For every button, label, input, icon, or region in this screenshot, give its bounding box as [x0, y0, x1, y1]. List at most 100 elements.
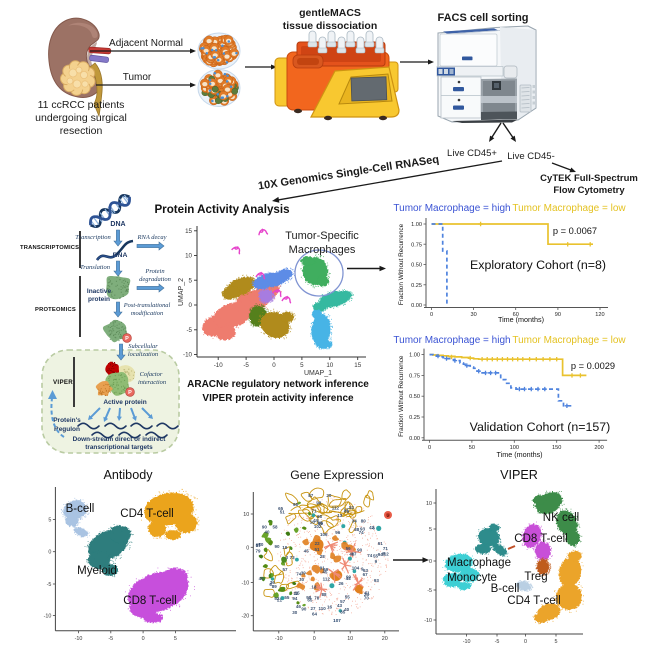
- svg-text:FACS cell sorting: FACS cell sorting: [437, 12, 528, 24]
- svg-text:CD8 T-cell: CD8 T-cell: [123, 595, 176, 607]
- svg-text:TRANSCRIPTOMICS: TRANSCRIPTOMICS: [20, 245, 79, 251]
- svg-text:27: 27: [310, 606, 316, 611]
- svg-text:9: 9: [383, 551, 386, 556]
- svg-text:3: 3: [285, 555, 288, 560]
- svg-text:55: 55: [373, 554, 379, 559]
- svg-text:0: 0: [142, 636, 145, 642]
- svg-text:45: 45: [304, 548, 310, 553]
- svg-text:transcriptional targets: transcriptional targets: [85, 444, 153, 451]
- svg-text:resection: resection: [60, 125, 103, 137]
- svg-text:0.00: 0.00: [409, 436, 420, 442]
- svg-text:-10: -10: [424, 618, 432, 624]
- svg-text:51: 51: [280, 509, 286, 514]
- svg-text:Monocyte: Monocyte: [447, 572, 497, 584]
- svg-text:0: 0: [246, 545, 249, 551]
- svg-text:24: 24: [364, 592, 370, 597]
- svg-text:73: 73: [290, 555, 296, 560]
- svg-text:Cofactor: Cofactor: [140, 371, 163, 378]
- svg-text:Gene Expression: Gene Expression: [290, 468, 384, 482]
- svg-text:16: 16: [310, 519, 316, 524]
- svg-text:79: 79: [344, 509, 350, 514]
- svg-text:30: 30: [299, 577, 305, 582]
- svg-text:2: 2: [387, 514, 389, 518]
- svg-text:Protein's: Protein's: [53, 417, 81, 424]
- svg-text:Macrophages: Macrophages: [289, 244, 356, 256]
- svg-text:65: 65: [278, 506, 284, 511]
- svg-text:15: 15: [185, 228, 192, 235]
- svg-text:9: 9: [361, 567, 364, 572]
- svg-text:Treg: Treg: [524, 571, 547, 583]
- svg-text:63: 63: [363, 568, 369, 573]
- svg-text:94: 94: [378, 552, 384, 557]
- svg-text:UMAP_2: UMAP_2: [178, 278, 185, 306]
- svg-text:112: 112: [332, 505, 340, 510]
- svg-text:30: 30: [471, 312, 477, 318]
- svg-text:modification: modification: [131, 310, 163, 317]
- svg-text:Post-translational: Post-translational: [123, 302, 171, 309]
- svg-text:120: 120: [595, 312, 604, 318]
- svg-text:74: 74: [367, 553, 373, 558]
- svg-text:90: 90: [555, 312, 561, 318]
- svg-text:40: 40: [264, 530, 270, 535]
- svg-text:CD8 T-cell: CD8 T-cell: [514, 533, 567, 545]
- svg-text:-20: -20: [242, 614, 250, 620]
- svg-text:89: 89: [272, 584, 278, 589]
- svg-text:5: 5: [429, 527, 432, 533]
- svg-text:93: 93: [374, 578, 380, 583]
- svg-text:Live CD45+: Live CD45+: [447, 148, 497, 159]
- svg-text:RNA: RNA: [113, 252, 128, 259]
- svg-text:45: 45: [322, 570, 328, 575]
- svg-text:-10: -10: [44, 613, 52, 619]
- svg-text:200: 200: [594, 445, 603, 451]
- svg-text:94: 94: [292, 596, 298, 601]
- svg-text:0: 0: [48, 550, 51, 556]
- svg-text:p = 0.0029: p = 0.0029: [571, 361, 615, 371]
- svg-text:Regulon: Regulon: [54, 426, 80, 433]
- svg-text:Tumor-Specific: Tumor-Specific: [285, 230, 359, 242]
- svg-text:58: 58: [272, 525, 278, 530]
- svg-text:90: 90: [274, 544, 280, 549]
- svg-text:18: 18: [311, 584, 317, 589]
- svg-text:12: 12: [293, 591, 299, 596]
- svg-text:Transcription: Transcription: [75, 234, 110, 241]
- svg-text:22: 22: [315, 541, 321, 546]
- svg-text:60: 60: [513, 312, 519, 318]
- svg-text:64: 64: [312, 612, 318, 617]
- svg-text:67: 67: [363, 572, 369, 577]
- svg-text:90: 90: [262, 524, 268, 529]
- svg-text:5: 5: [174, 636, 177, 642]
- svg-text:5: 5: [189, 277, 193, 284]
- svg-text:65: 65: [295, 590, 301, 595]
- svg-text:78: 78: [314, 595, 320, 600]
- svg-text:98: 98: [306, 595, 312, 600]
- svg-text:tissue dissociation: tissue dissociation: [283, 20, 378, 32]
- svg-text:56: 56: [346, 546, 352, 551]
- svg-text:CD4 T-cell: CD4 T-cell: [507, 595, 560, 607]
- svg-text:0.75: 0.75: [409, 373, 420, 379]
- svg-text:Down-stream direct or indirect: Down-stream direct or indirect: [73, 436, 167, 443]
- svg-text:42: 42: [369, 525, 375, 530]
- svg-text:107: 107: [333, 618, 341, 623]
- svg-text:B-cell: B-cell: [491, 583, 520, 595]
- svg-text:102: 102: [314, 524, 322, 529]
- svg-text:Protein Activity Analysis: Protein Activity Analysis: [154, 203, 289, 216]
- svg-text:11 ccRCC patients: 11 ccRCC patients: [38, 99, 125, 111]
- svg-text:93: 93: [360, 527, 366, 532]
- svg-text:44: 44: [346, 576, 352, 581]
- svg-text:Translation: Translation: [80, 264, 110, 271]
- svg-text:VIPER protein activity inferen: VIPER protein activity inference: [202, 393, 354, 404]
- svg-text:Flow Cytometry: Flow Cytometry: [553, 185, 625, 196]
- svg-text:interaction: interaction: [138, 379, 166, 386]
- svg-text:VIPER: VIPER: [53, 379, 73, 386]
- svg-text:0: 0: [272, 362, 276, 369]
- svg-text:-10: -10: [463, 639, 471, 645]
- svg-text:5: 5: [555, 639, 558, 645]
- svg-text:6: 6: [269, 582, 272, 587]
- svg-text:1.00: 1.00: [409, 353, 420, 359]
- svg-text:UMAP_1: UMAP_1: [304, 370, 332, 377]
- svg-text:55: 55: [284, 595, 290, 600]
- svg-text:Tumor Macrophage = low: Tumor Macrophage = low: [512, 335, 626, 346]
- svg-text:65: 65: [318, 521, 324, 526]
- svg-text:Time (months): Time (months): [497, 450, 543, 459]
- svg-text:-5: -5: [243, 362, 249, 369]
